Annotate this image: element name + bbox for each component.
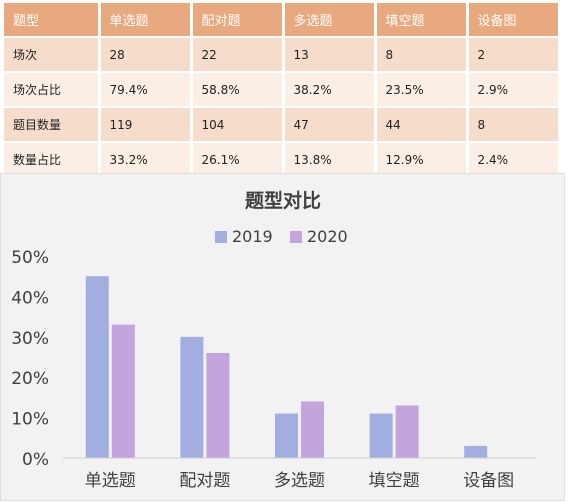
table-cell: 22 <box>191 37 285 73</box>
bar-2019-多选题 <box>275 413 298 458</box>
table-cell: 38.2% <box>283 72 377 108</box>
legend-swatch <box>215 231 227 243</box>
bar-2019-填空题 <box>369 413 393 458</box>
table-cell: 33.2% <box>99 142 193 178</box>
table-cell: 47 <box>283 107 377 143</box>
table-header-row: 题型 单选题 配对题 多选题 填空题 设备图 <box>4 3 561 38</box>
x-tick-label: 设备图 <box>463 471 514 491</box>
header-cell: 题型 <box>4 3 101 38</box>
y-tick-label: 10% <box>11 410 49 430</box>
table-cell: 28 <box>99 37 193 73</box>
x-tick-label: 多选题 <box>274 471 325 491</box>
bar-2020-多选题 <box>301 401 324 458</box>
header-cell: 多选题 <box>283 3 377 38</box>
bar-2019-配对题 <box>180 336 204 458</box>
bar-2020-配对题 <box>206 352 230 458</box>
header-cell: 设备图 <box>467 3 561 38</box>
table-cell: 13.8% <box>283 142 377 178</box>
y-tick-label: 50% <box>11 248 49 268</box>
table-cell: 104 <box>191 107 285 143</box>
table-cell: 58.8% <box>191 72 285 108</box>
table-cell: 23.5% <box>375 72 469 108</box>
row-label-cell: 场次占比 <box>4 72 101 108</box>
bar-chart: 题型对比 2019 2020 0% 10% 20% 30% 40% 50% 单选题 配对题 多选题 填空… <box>11 189 536 491</box>
table-row: 场次占比 79.4% 58.8% 38.2% 23.5% 2.9% <box>4 72 561 108</box>
table-cell: 2.9% <box>467 72 561 108</box>
row-label-cell: 数量占比 <box>4 142 101 178</box>
row-label-cell: 场次 <box>4 37 101 73</box>
stats-table: 题型 单选题 配对题 多选题 填空题 设备图 场次 28 22 13 8 2 场… <box>4 3 561 178</box>
table-cell: 8 <box>375 37 469 73</box>
legend-swatch <box>290 231 302 243</box>
y-tick-label: 20% <box>11 369 49 389</box>
table-cell: 26.1% <box>191 142 285 178</box>
bar-2019-设备图 <box>464 445 488 458</box>
y-tick-label: 0% <box>22 450 49 470</box>
bar-2020-单选题 <box>111 324 135 458</box>
table-cell: 12.9% <box>375 142 469 178</box>
y-tick-label: 30% <box>11 329 49 349</box>
bar-2020-填空题 <box>395 405 419 458</box>
table-row: 题目数量 119 104 47 44 8 <box>4 107 561 143</box>
row-label-cell: 题目数量 <box>4 107 101 143</box>
x-tick-label: 配对题 <box>179 471 230 491</box>
x-tick-label: 填空题 <box>369 471 420 491</box>
table-cell: 2 <box>467 37 561 73</box>
table-cell: 2.4% <box>467 142 561 178</box>
table-cell: 119 <box>99 107 193 143</box>
table-cell: 8 <box>467 107 561 143</box>
table-row: 数量占比 33.2% 26.1% 13.8% 12.9% 2.4% <box>4 142 561 178</box>
header-cell: 填空题 <box>375 3 469 38</box>
y-tick-label: 40% <box>11 288 49 308</box>
table-row: 场次 28 22 13 8 2 <box>4 37 561 73</box>
legend-label: 2020 <box>307 227 348 246</box>
table-cell: 79.4% <box>99 72 193 108</box>
header-cell: 配对题 <box>191 3 285 38</box>
table-cell: 13 <box>283 37 377 73</box>
header-cell: 单选题 <box>99 3 193 38</box>
bar-2019-单选题 <box>85 276 109 458</box>
table-cell: 44 <box>375 107 469 143</box>
chart-title: 题型对比 <box>245 189 321 212</box>
chart-panel: 题型对比 2019 2020 0% 10% 20% 30% 40% 50% 单选题 配对题 多选题 填空… <box>0 173 565 501</box>
x-tick-label: 单选题 <box>85 471 136 491</box>
legend-label: 2019 <box>232 227 273 246</box>
